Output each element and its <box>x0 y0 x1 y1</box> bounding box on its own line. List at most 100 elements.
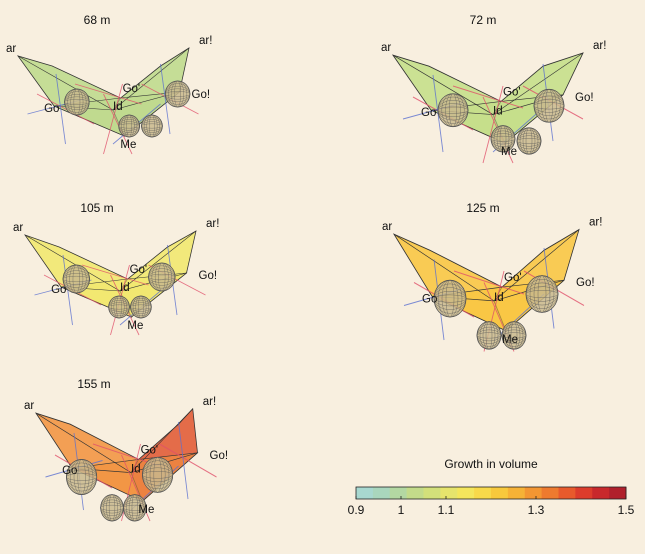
panel-3 <box>23 230 206 336</box>
wire-sphere <box>62 264 90 294</box>
wire-sphere <box>64 88 90 116</box>
colorbar-segment <box>389 487 408 499</box>
landmark-label-id: Id <box>131 464 141 476</box>
panel-title: 125 m <box>466 201 499 215</box>
landmark-label-go: Go <box>44 103 59 115</box>
landmark-label-ar-prime: ar! <box>593 40 606 52</box>
landmark-label-go-opp: Go! <box>210 450 229 462</box>
wire-sphere <box>501 321 527 350</box>
colorbar-segment <box>524 487 543 499</box>
wire-sphere <box>476 321 502 350</box>
strain-line <box>36 93 95 125</box>
landmark-label-id: Id <box>113 101 123 113</box>
sphere-parallel <box>165 91 191 97</box>
landmark-label-me: Me <box>502 334 518 346</box>
strain-line <box>103 93 133 155</box>
landmark-label-go: Go <box>51 284 66 296</box>
landmark-label-id: Id <box>120 282 130 294</box>
strain-line <box>55 73 66 145</box>
wire-sphere <box>516 127 542 155</box>
landmark-label-me: Me <box>501 146 517 158</box>
landmark-label-ar-prime: ar! <box>206 218 219 230</box>
sphere-parallel <box>437 106 469 114</box>
landmark-label-go-opp: Go! <box>199 270 218 282</box>
wire-sphere <box>490 125 516 153</box>
wire-sphere <box>66 459 98 495</box>
colorbar-segment <box>372 487 391 499</box>
strain-line <box>159 443 217 478</box>
landmark-label-go-prime: Go' <box>503 86 521 98</box>
colorbar-tick-label: 1.5 <box>618 503 635 517</box>
strain-line <box>453 270 525 295</box>
wire-sphere <box>108 295 130 319</box>
landmark-label-go-prime: Go' <box>141 444 159 456</box>
wire-sphere <box>148 262 176 292</box>
strain-line <box>81 264 149 286</box>
landmark-label-id: Id <box>493 106 503 118</box>
wire-sphere <box>142 456 174 493</box>
sphere-parallel <box>62 276 90 282</box>
colorbar-tick-label: 1 <box>398 503 405 517</box>
colorbar: 0.9 1 1.1 1.3 1.5 Growth in volume <box>348 457 635 517</box>
sphere-parallel <box>64 99 90 105</box>
panel-4 <box>392 228 585 352</box>
sphere-parallel <box>141 123 163 129</box>
colorbar-segment <box>541 487 559 499</box>
wire-sphere <box>118 114 140 138</box>
landmark-label-go-opp: Go! <box>575 92 594 104</box>
landmark-label-ar: ar <box>382 221 392 233</box>
sphere-parallel <box>433 294 467 303</box>
strain-line <box>74 83 142 105</box>
colorbar-segment <box>609 487 627 499</box>
colorbar-segment <box>474 487 492 499</box>
colorbar-tick-label: 0.9 <box>348 503 365 517</box>
strain-line <box>482 85 504 164</box>
colorbar-segment <box>558 487 576 499</box>
sphere-parallel <box>533 102 565 110</box>
sphere-parallel <box>66 473 97 481</box>
wire-sphere <box>533 88 565 123</box>
colorbar-frame <box>355 486 627 500</box>
landmark-label-me: Me <box>120 139 136 151</box>
landmark-label-id: Id <box>494 292 504 304</box>
panel-2 <box>391 52 584 164</box>
landmark-label-ar-prime: ar! <box>589 217 602 229</box>
panel-1 <box>17 47 199 155</box>
colorbar-segment <box>440 487 458 499</box>
panel-title: 105 m <box>80 201 113 215</box>
sphere-parallel <box>142 471 173 479</box>
strain-line <box>452 85 524 109</box>
landmark-label-ar: ar <box>24 400 34 412</box>
landmark-label-ar: ar <box>13 222 23 234</box>
wire-sphere <box>525 275 559 313</box>
landmark-label-go: Go <box>422 293 437 305</box>
sphere-parallel <box>501 332 527 339</box>
strain-line <box>178 421 189 500</box>
colorbar-segment <box>491 487 509 499</box>
landmark-label-ar: ar <box>381 42 391 54</box>
colorbar-segment <box>592 487 610 499</box>
landmark-label-me: Me <box>127 320 143 332</box>
strain-line <box>160 63 171 135</box>
sphere-parallel <box>118 123 140 129</box>
colorbar-segment <box>423 487 441 499</box>
strain-line <box>103 83 123 155</box>
sphere-parallel <box>148 274 176 280</box>
landmark-label-go-prime: Go' <box>504 272 522 284</box>
wire-sphere <box>141 114 163 138</box>
panel-title: 68 m <box>84 13 111 27</box>
landmark-label-go-opp: Go! <box>192 89 211 101</box>
landmark-label-go-prime: Go' <box>130 264 148 276</box>
wire-sphere <box>130 295 152 319</box>
wire-sphere <box>123 494 147 522</box>
sphere-parallel <box>476 332 502 339</box>
wire-sphere <box>164 80 191 108</box>
wire-sphere <box>100 494 124 522</box>
landmark-label-go-prime: Go' <box>123 83 141 95</box>
sphere-parallel <box>123 504 147 511</box>
landmark-label-ar: ar <box>6 43 16 55</box>
sphere-parallel <box>516 138 542 144</box>
colorbar-segment <box>356 487 374 499</box>
colorbar-segment <box>575 487 593 499</box>
colorbar-tick-label: 1.1 <box>438 503 455 517</box>
